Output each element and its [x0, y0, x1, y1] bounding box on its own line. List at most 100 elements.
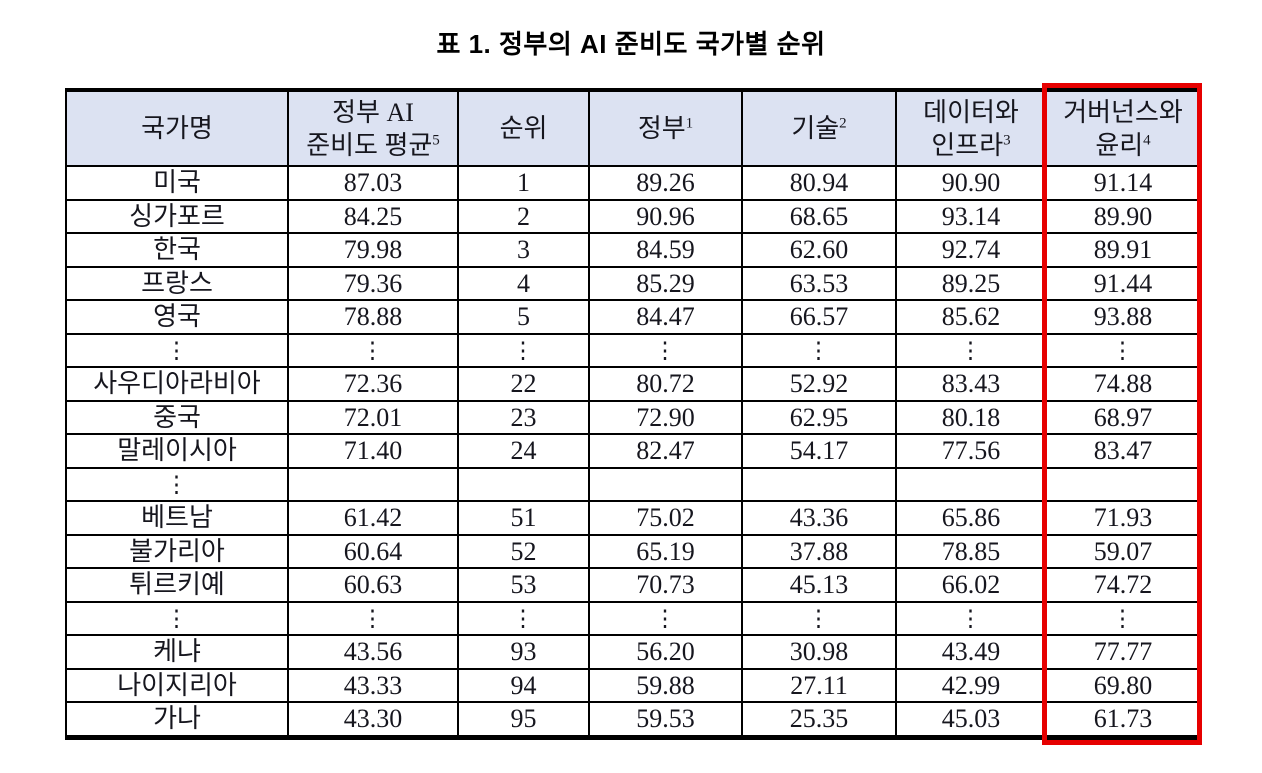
table-row: 말레이시아 71.40 24 82.47 54.17 77.56 83.47 — [65, 433, 1201, 469]
cell-tech: 25.35 — [741, 701, 897, 738]
table-row: 영국 78.88 5 84.47 66.57 85.62 93.88 — [65, 299, 1201, 335]
cell-ethics: 61.73 — [1045, 701, 1201, 738]
cell-avg: 71.40 — [287, 433, 459, 469]
table-row: 사우디아라비아 72.36 22 80.72 52.92 83.43 74.88 — [65, 366, 1201, 402]
col-header-data-infra: 데이터와 인프라3 — [895, 89, 1047, 167]
cell-avg: 78.88 — [287, 299, 459, 335]
table-row: 케냐 43.56 93 56.20 30.98 43.49 77.77 — [65, 634, 1201, 670]
cell-country: ⋮ — [65, 466, 289, 502]
col-header-rank-label: 순위 — [499, 114, 548, 143]
cell-avg: 61.42 — [287, 500, 459, 536]
col-header-governance-ethics-line2: 윤리 — [1095, 130, 1144, 160]
cell-rank: 2 — [457, 198, 590, 234]
cell-infra: 92.74 — [895, 232, 1047, 268]
cell-avg: ⋮ — [287, 332, 459, 368]
col-header-technology: 기술2 — [741, 89, 897, 167]
cell-country: 한국 — [65, 232, 289, 268]
cell-tech: 45.13 — [741, 567, 897, 603]
cell-country: 영국 — [65, 299, 289, 335]
cell-avg — [287, 466, 459, 502]
col-header-country: 국가명 — [65, 89, 289, 167]
header-row: 국가명 정부 AI 준비도 평균5 순위 정부1 기술2 데이터와 인프라3 — [65, 89, 1201, 167]
footnote-ref-4: 4 — [1143, 131, 1151, 148]
col-header-governance-ethics-line1: 거버넌스와 — [1063, 97, 1183, 127]
col-header-data-infra-line2: 인프라 — [931, 130, 1004, 160]
col-header-avg: 정부 AI 준비도 평균5 — [287, 89, 459, 167]
ellipsis-row: ⋮ — [65, 466, 1201, 502]
col-header-country-label: 국가명 — [141, 114, 213, 143]
cell-tech: 62.60 — [741, 232, 897, 268]
cell-country: 싱가포르 — [65, 198, 289, 234]
cell-infra: 43.49 — [895, 634, 1047, 670]
cell-ethics: 69.80 — [1045, 667, 1201, 703]
cell-rank: 93 — [457, 634, 590, 670]
cell-infra — [895, 466, 1047, 502]
cell-ethics: ⋮ — [1045, 332, 1201, 368]
cell-country: 케냐 — [65, 634, 289, 670]
cell-country: 불가리아 — [65, 533, 289, 569]
cell-gov: 84.59 — [588, 232, 743, 268]
cell-tech: ⋮ — [741, 600, 897, 636]
cell-ethics: 77.77 — [1045, 634, 1201, 670]
cell-gov: 90.96 — [588, 198, 743, 234]
cell-rank: 1 — [457, 165, 590, 201]
cell-rank: 53 — [457, 567, 590, 603]
cell-tech: 54.17 — [741, 433, 897, 469]
ai-readiness-table-wrap: 국가명 정부 AI 준비도 평균5 순위 정부1 기술2 데이터와 인프라3 — [65, 83, 1202, 745]
cell-infra: ⋮ — [895, 332, 1047, 368]
cell-country: 말레이시아 — [65, 433, 289, 469]
cell-rank: 52 — [457, 533, 590, 569]
cell-infra: 89.25 — [895, 265, 1047, 301]
col-header-avg-line1: 정부 AI — [332, 97, 414, 127]
cell-gov: 59.88 — [588, 667, 743, 703]
col-header-technology-label: 기술 — [791, 114, 840, 143]
table-caption: 표 1. 정부의 AI 준비도 국가별 순위 — [436, 29, 826, 59]
cell-tech: 62.95 — [741, 399, 897, 435]
cell-infra: 65.86 — [895, 500, 1047, 536]
cell-avg: 60.63 — [287, 567, 459, 603]
ai-readiness-table: 국가명 정부 AI 준비도 평균5 순위 정부1 기술2 데이터와 인프라3 — [65, 88, 1201, 740]
cell-country: 중국 — [65, 399, 289, 435]
cell-ethics: 68.97 — [1045, 399, 1201, 435]
table-row: 한국 79.98 3 84.59 62.60 92.74 89.91 — [65, 232, 1201, 268]
cell-rank: 95 — [457, 701, 590, 738]
cell-avg: 43.33 — [287, 667, 459, 703]
col-header-government: 정부1 — [588, 89, 743, 167]
cell-avg: 60.64 — [287, 533, 459, 569]
cell-avg: ⋮ — [287, 600, 459, 636]
cell-gov: 59.53 — [588, 701, 743, 738]
cell-infra: 78.85 — [895, 533, 1047, 569]
col-header-governance-ethics: 거버넌스와 윤리4 — [1045, 89, 1201, 167]
cell-ethics: 59.07 — [1045, 533, 1201, 569]
col-header-data-infra-line1: 데이터와 — [923, 97, 1019, 127]
cell-gov: 75.02 — [588, 500, 743, 536]
cell-country: ⋮ — [65, 600, 289, 636]
cell-gov: ⋮ — [588, 332, 743, 368]
cell-ethics: 83.47 — [1045, 433, 1201, 469]
cell-ethics: 91.14 — [1045, 165, 1201, 201]
cell-rank: 51 — [457, 500, 590, 536]
cell-infra: 45.03 — [895, 701, 1047, 738]
cell-gov: 80.72 — [588, 366, 743, 402]
cell-gov: ⋮ — [588, 600, 743, 636]
cell-avg: 79.98 — [287, 232, 459, 268]
table-row: 싱가포르 84.25 2 90.96 68.65 93.14 89.90 — [65, 198, 1201, 234]
cell-infra: 83.43 — [895, 366, 1047, 402]
cell-gov: 56.20 — [588, 634, 743, 670]
cell-rank: 23 — [457, 399, 590, 435]
cell-infra: 90.90 — [895, 165, 1047, 201]
cell-avg: 43.30 — [287, 701, 459, 738]
cell-gov: 85.29 — [588, 265, 743, 301]
table-row: 가나 43.30 95 59.53 25.35 45.03 61.73 — [65, 701, 1201, 738]
cell-infra: 80.18 — [895, 399, 1047, 435]
table-row: 불가리아 60.64 52 65.19 37.88 78.85 59.07 — [65, 533, 1201, 569]
table-row: 미국 87.03 1 89.26 80.94 90.90 91.14 — [65, 165, 1201, 201]
cell-tech: 63.53 — [741, 265, 897, 301]
cell-ethics: ⋮ — [1045, 600, 1201, 636]
cell-ethics: 71.93 — [1045, 500, 1201, 536]
cell-gov — [588, 466, 743, 502]
cell-country: 사우디아라비아 — [65, 366, 289, 402]
footnote-ref-5: 5 — [432, 131, 440, 148]
cell-country: 튀르키예 — [65, 567, 289, 603]
cell-gov: 70.73 — [588, 567, 743, 603]
